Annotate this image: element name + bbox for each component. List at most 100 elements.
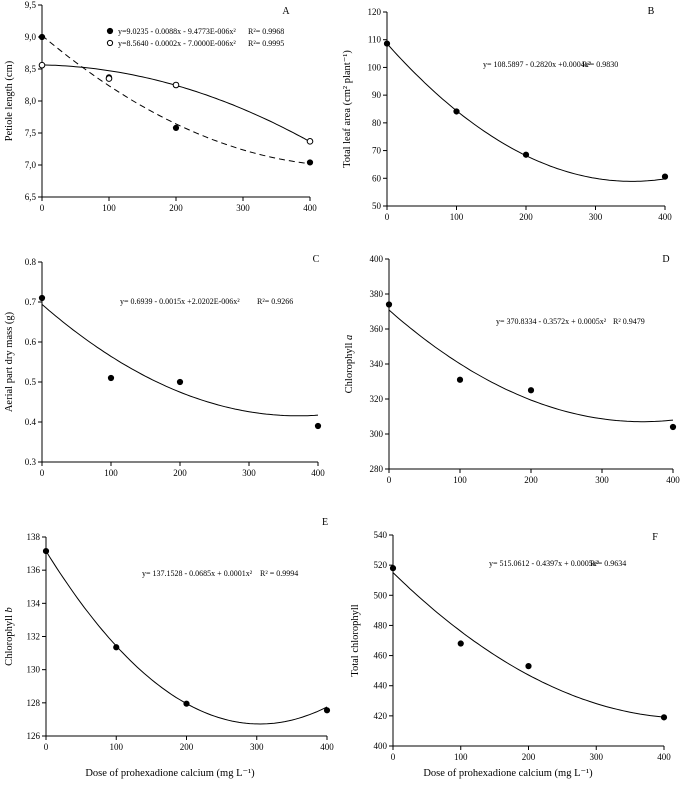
y-axis-label: Chlorophyll b	[4, 607, 15, 666]
y-tick-label: 280	[370, 464, 384, 474]
data-point	[456, 376, 464, 383]
data-point	[457, 640, 464, 647]
data-point	[661, 173, 669, 180]
panel-letter: A	[282, 6, 290, 17]
data-point	[172, 81, 180, 89]
x-tick-label: 0	[387, 475, 392, 485]
regression-equation: y= 515.0612 - 0.4397x + 0.0005x²	[489, 559, 600, 568]
data-point	[383, 40, 391, 47]
y-tick-label: 400	[370, 254, 384, 264]
chart-panel-f: 0 100 200 300 400 400 420 440 460 480 500 520 540 Tot…	[350, 530, 671, 762]
y-tick-label: 460	[374, 651, 388, 661]
x-tick-label: 400	[666, 475, 680, 485]
chart-panel-a: 0 100 200 300 400 6,5 7,0 7,5 8,0 8,5 9,0 9,5 Petiol…	[4, 0, 317, 213]
y-tick-label: 0.3	[25, 457, 37, 467]
panel-letter: D	[662, 254, 669, 265]
y-axis-label: Total leaf area (cm² plant⁻¹)	[342, 50, 353, 168]
y-tick-label: 80	[372, 118, 382, 128]
data-point	[38, 294, 46, 302]
regression-equation: y=9.0235 - 0.0088x - 9.4773E-006x²	[118, 27, 236, 36]
x-tick-label: 300	[595, 475, 609, 485]
y-tick-label: 440	[374, 681, 388, 691]
x-tick-label: 300	[250, 742, 264, 752]
r-squared-label: R²= 0.9995	[248, 39, 284, 48]
data-point	[522, 151, 530, 158]
y-tick-label: 480	[374, 620, 388, 630]
data-point	[42, 547, 50, 555]
x-tick-label: 100	[450, 212, 464, 222]
r-squared-label: R² 0.9479	[613, 317, 645, 326]
x-tick-label: 300	[589, 212, 603, 222]
data-point	[113, 644, 120, 651]
fitted-curve	[392, 572, 665, 718]
y-tick-label: 0.6	[25, 337, 37, 347]
legend-marker	[106, 27, 114, 35]
y-tick-label: 134	[27, 598, 41, 608]
x-tick-label: 0	[40, 468, 45, 478]
data-point	[107, 374, 115, 382]
y-tick-label: 138	[27, 532, 41, 542]
data-point	[306, 138, 314, 145]
x-tick-label: 200	[524, 475, 538, 485]
legend-marker	[106, 39, 114, 47]
y-tick-label: 380	[370, 289, 384, 299]
x-tick-label: 100	[104, 468, 118, 478]
y-tick-label: 9,0	[25, 32, 37, 42]
panel-letter: E	[322, 517, 328, 528]
x-tick-label: 300	[236, 203, 250, 213]
data-point	[385, 301, 393, 308]
data-point	[172, 124, 180, 131]
r-squared-label: R²= 0.9634	[590, 559, 626, 568]
y-tick-label: 360	[370, 324, 384, 334]
y-tick-label: 60	[372, 173, 382, 183]
y-tick-label: 130	[27, 665, 41, 675]
regression-equation: y=8.5640 - 0.0002x - 7.0000E-006x²	[118, 39, 236, 48]
y-tick-label: 7,5	[25, 128, 37, 138]
x-tick-label: 400	[657, 752, 671, 762]
y-tick-label: 9,5	[25, 0, 37, 10]
y-tick-label: 8,5	[25, 64, 37, 74]
r-squared-label: R²= 0.9968	[248, 27, 284, 36]
panel-letter: C	[313, 254, 320, 265]
y-tick-label: 126	[27, 731, 41, 741]
data-point	[660, 714, 668, 721]
data-point	[323, 707, 331, 714]
chart-panel-b: 0 100 200 300 400 50 60 70 80 90 100 110 120 Total le…	[342, 6, 672, 222]
data-point	[453, 108, 460, 115]
data-point	[527, 387, 535, 394]
r-squared-label: R²= 0.9266	[257, 297, 293, 306]
fitted-curve	[388, 309, 674, 423]
fitted-curve	[41, 304, 319, 417]
x-tick-label: 100	[102, 203, 116, 213]
panel-letter: F	[652, 532, 658, 543]
panel-letter: B	[648, 6, 655, 17]
y-axis-label: Total chlorophyll	[350, 604, 361, 677]
data-point	[314, 422, 322, 430]
regression-equation: y= 370.8334 - 0.3572x + 0.0005x²	[496, 317, 607, 326]
x-tick-label: 0	[391, 752, 396, 762]
y-tick-label: 70	[372, 146, 382, 156]
x-tick-label: 300	[242, 468, 256, 478]
regression-equation: y= 108.5897 - 0.2820x +0.0004x²	[483, 60, 592, 69]
y-tick-label: 128	[27, 698, 41, 708]
y-tick-label: 520	[374, 560, 388, 570]
r-squared-label: R²= 0.9830	[582, 60, 618, 69]
chart-panel-c: 0 100 200 300 400 0.3 0.4 0.5 0.6 0.7 0.8 Aerial pa…	[4, 254, 325, 478]
y-tick-label: 100	[368, 62, 382, 72]
x-tick-label: 100	[110, 742, 124, 752]
y-axis-label: Aerial part dry mass (g)	[4, 311, 15, 412]
data-point	[306, 159, 314, 166]
y-tick-label: 6,5	[25, 192, 37, 202]
data-point	[669, 423, 677, 431]
data-point	[38, 61, 46, 69]
x-tick-label: 200	[169, 203, 183, 213]
data-point	[176, 378, 184, 386]
data-point	[105, 75, 113, 82]
x-tick-label: 400	[311, 468, 325, 478]
y-axis-label: Chlorophyll a	[344, 335, 355, 394]
data-point	[183, 700, 190, 707]
y-axis-label: Petiole length (cm)	[4, 60, 15, 141]
y-tick-label: 120	[368, 7, 382, 17]
y-tick-label: 0.4	[25, 417, 37, 427]
y-tick-label: 110	[368, 35, 382, 45]
